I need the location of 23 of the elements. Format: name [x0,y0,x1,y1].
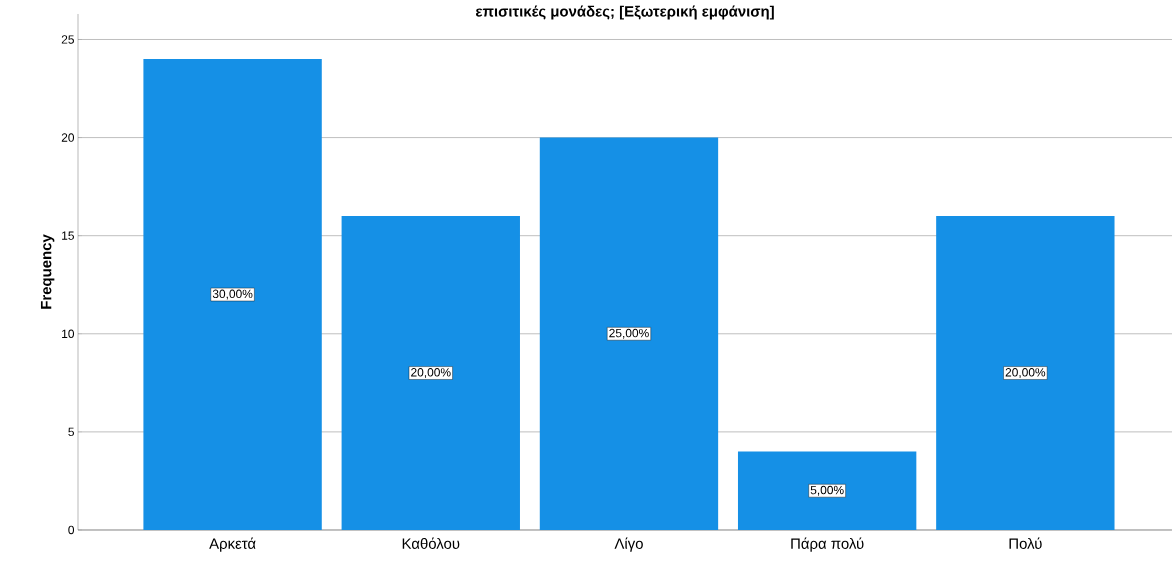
x-tick-label: Αρκετά [209,537,256,552]
annotation: 25,00% [609,328,649,339]
bar [737,451,917,530]
x-tick-label: Πάρα πολύ [791,537,864,552]
x-tick-label: Καθόλου [402,537,460,549]
y-tick-label: 20 [61,133,75,142]
annotation: 20,00% [1005,368,1046,378]
bar [936,216,1115,530]
annotation: 20,00% [411,368,451,378]
y-tick-label: 15 [62,231,74,240]
y-tick-label: 0 [68,525,75,535]
y-tick-label: 5 [68,427,74,437]
chart-title: επισιτικές μονάδες; [Εξωτερική εμφάνιση] [475,5,774,20]
bar [143,59,322,530]
bar [341,216,520,530]
y-axis-title: Frequency [40,234,55,309]
annotation: 30,00% [212,289,253,300]
y-tick-label: 25 [61,35,74,44]
x-tick-label: Πολύ [1009,537,1042,549]
y-tick-label: 10 [62,329,75,339]
annotation: 5,00% [810,485,844,496]
x-tick-label: Λίγο [614,537,643,552]
bar [539,137,719,530]
